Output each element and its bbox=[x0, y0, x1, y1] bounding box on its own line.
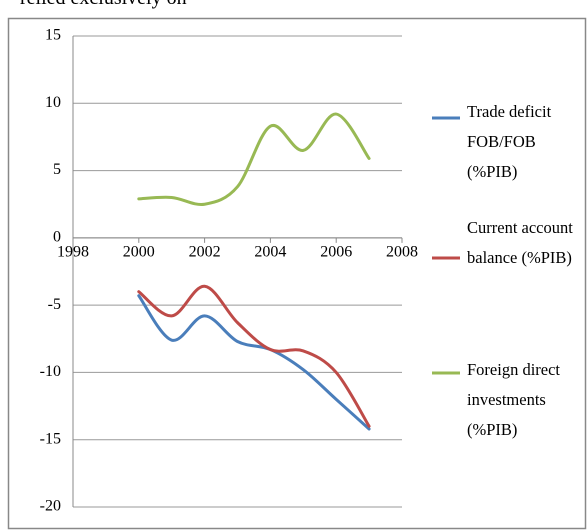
series-line bbox=[137, 294, 371, 431]
y-tick-label: 15 bbox=[45, 27, 61, 44]
x-tick-label: 2004 bbox=[254, 244, 286, 261]
legend-label: Current account balance (%PIB) bbox=[467, 218, 573, 267]
x-tick-label: 2008 bbox=[386, 244, 418, 261]
header-text: relied exclusively on bbox=[20, 0, 187, 10]
x-tick-label: 2002 bbox=[189, 244, 221, 261]
series-line bbox=[137, 112, 371, 206]
y-tick-label: -15 bbox=[40, 430, 61, 447]
y-tick-label: -20 bbox=[40, 498, 61, 515]
chart-frame bbox=[7, 17, 587, 530]
y-tick-label: 5 bbox=[53, 161, 61, 178]
legend-label: Foreign direct investments (%PIB) bbox=[467, 360, 561, 439]
x-tick-label: 2006 bbox=[320, 244, 352, 261]
x-tick-label: 2000 bbox=[123, 244, 155, 261]
y-tick-label: -5 bbox=[48, 296, 61, 313]
y-tick-label: 10 bbox=[45, 94, 61, 111]
legend-label: Trade deficit FOB/FOB (%PIB) bbox=[467, 102, 552, 181]
series-line bbox=[137, 284, 371, 428]
y-tick-label: 0 bbox=[53, 229, 61, 246]
x-tick-label: 1998 bbox=[57, 244, 89, 261]
y-tick-label: -10 bbox=[40, 363, 61, 380]
